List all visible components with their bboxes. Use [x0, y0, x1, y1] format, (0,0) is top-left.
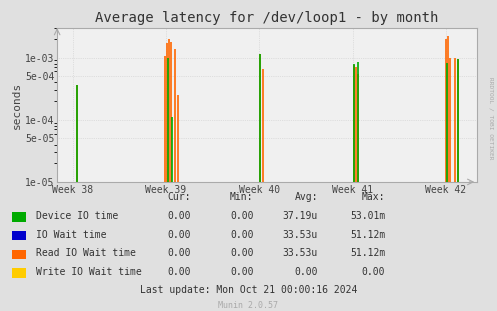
Text: 0.00: 0.00 [230, 211, 253, 221]
Text: Write IO Wait time: Write IO Wait time [36, 267, 142, 277]
Text: IO Wait time: IO Wait time [36, 230, 106, 240]
Text: 33.53u: 33.53u [283, 248, 318, 258]
Text: Min:: Min: [230, 193, 253, 202]
Text: Last update: Mon Oct 21 00:00:16 2024: Last update: Mon Oct 21 00:00:16 2024 [140, 285, 357, 295]
Text: 33.53u: 33.53u [283, 230, 318, 240]
Text: 37.19u: 37.19u [283, 211, 318, 221]
Text: 0.00: 0.00 [295, 267, 318, 277]
Text: 0.00: 0.00 [230, 248, 253, 258]
Text: 0.00: 0.00 [362, 267, 385, 277]
Text: Max:: Max: [362, 193, 385, 202]
Text: 0.00: 0.00 [168, 211, 191, 221]
Text: 0.00: 0.00 [168, 230, 191, 240]
Text: 51.12m: 51.12m [350, 248, 385, 258]
Text: 0.00: 0.00 [168, 248, 191, 258]
Text: 53.01m: 53.01m [350, 211, 385, 221]
Text: Device IO time: Device IO time [36, 211, 118, 221]
Text: RRDTOOL / TOBI OETIKER: RRDTOOL / TOBI OETIKER [489, 77, 494, 160]
Title: Average latency for /dev/loop1 - by month: Average latency for /dev/loop1 - by mont… [95, 12, 439, 26]
Text: Munin 2.0.57: Munin 2.0.57 [219, 301, 278, 310]
Text: 0.00: 0.00 [230, 230, 253, 240]
Text: Cur:: Cur: [168, 193, 191, 202]
Text: Avg:: Avg: [295, 193, 318, 202]
Text: Read IO Wait time: Read IO Wait time [36, 248, 136, 258]
Text: 0.00: 0.00 [230, 267, 253, 277]
Text: 51.12m: 51.12m [350, 230, 385, 240]
Y-axis label: seconds: seconds [12, 81, 22, 128]
Text: 0.00: 0.00 [168, 267, 191, 277]
